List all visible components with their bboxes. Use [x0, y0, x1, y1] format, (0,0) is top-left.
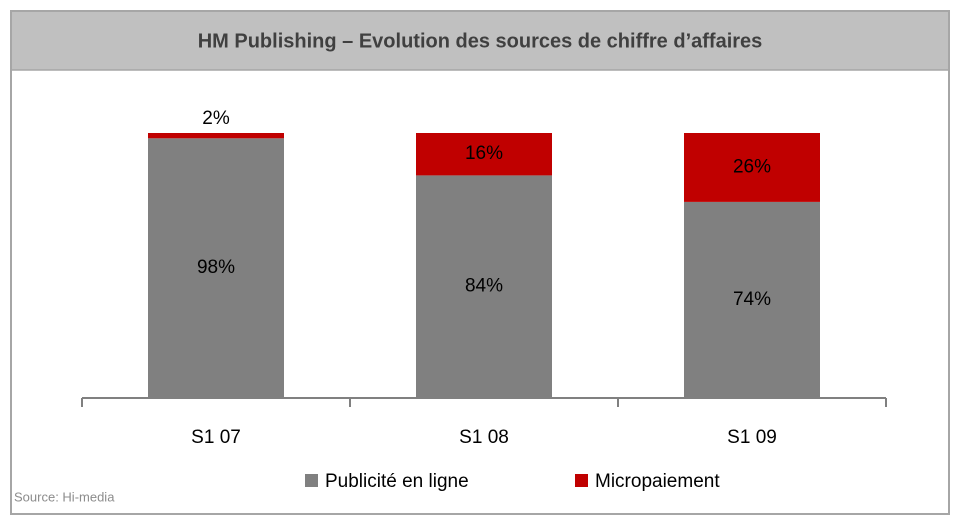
title-bar — [12, 12, 948, 70]
legend-swatch — [305, 474, 318, 487]
bar-segment — [684, 133, 820, 202]
x-tick-label: S1 09 — [727, 427, 777, 448]
data-label: 84% — [465, 276, 503, 297]
data-label: 74% — [733, 289, 771, 310]
legend-label: Micropaiement — [595, 471, 720, 492]
source-note: Source: Hi-media — [14, 489, 115, 504]
data-label: 26% — [733, 156, 771, 177]
chart-title: HM Publishing – Evolution des sources de… — [198, 30, 763, 52]
legend-swatch — [575, 474, 588, 487]
x-tick-label: S1 08 — [459, 427, 509, 448]
data-label: 16% — [465, 143, 503, 164]
data-label: 98% — [197, 257, 235, 278]
bar-segment — [416, 133, 552, 176]
x-tick-label: S1 07 — [191, 427, 241, 448]
bar-segment — [148, 138, 284, 399]
data-label: 2% — [202, 108, 230, 129]
legend-label: Publicité en ligne — [325, 471, 469, 492]
bar-segment — [416, 175, 552, 398]
bar-segment — [148, 133, 284, 139]
bar-segment — [684, 201, 820, 398]
